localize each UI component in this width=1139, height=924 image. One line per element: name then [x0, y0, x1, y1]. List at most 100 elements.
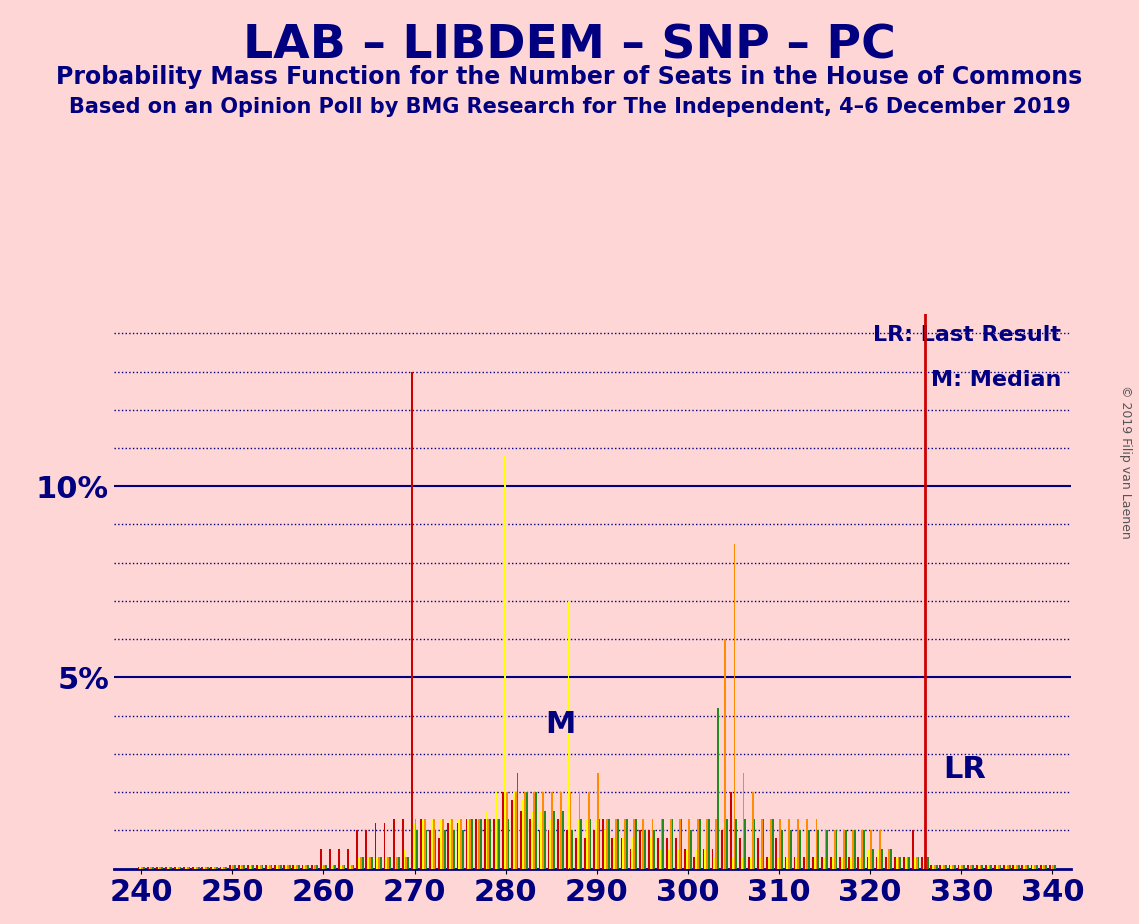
Bar	[433, 819, 435, 869]
Bar	[745, 819, 746, 869]
Bar	[597, 773, 599, 869]
Bar	[904, 857, 907, 869]
Bar	[759, 857, 761, 869]
Bar	[822, 857, 825, 869]
Bar	[688, 819, 690, 869]
Bar	[551, 792, 554, 869]
Bar	[800, 831, 801, 869]
Bar	[795, 857, 797, 869]
Bar	[850, 857, 852, 869]
Bar	[448, 822, 449, 869]
Bar	[387, 857, 390, 869]
Text: LR: LR	[943, 756, 986, 784]
Bar	[415, 819, 417, 869]
Bar	[704, 849, 706, 869]
Bar	[256, 865, 257, 869]
Bar	[467, 819, 469, 869]
Bar	[636, 819, 637, 869]
Bar	[1032, 865, 1034, 869]
Bar	[314, 865, 317, 869]
Bar	[757, 838, 759, 869]
Bar	[405, 857, 408, 869]
Bar	[238, 865, 239, 869]
Bar	[998, 865, 1000, 869]
Bar	[576, 819, 579, 869]
Bar	[968, 865, 970, 869]
Bar	[870, 831, 872, 869]
Bar	[679, 819, 681, 869]
Bar	[257, 865, 260, 869]
Bar	[451, 819, 453, 869]
Bar	[624, 819, 626, 869]
Bar	[494, 792, 497, 869]
Bar	[663, 819, 664, 869]
Bar	[593, 831, 595, 869]
Bar	[192, 867, 194, 869]
Bar	[323, 865, 326, 869]
Bar	[317, 865, 318, 869]
Bar	[511, 800, 513, 869]
Bar	[362, 857, 363, 869]
Bar	[909, 857, 910, 869]
Bar	[654, 831, 655, 869]
Bar	[652, 819, 654, 869]
Bar	[1005, 865, 1007, 869]
Bar	[921, 857, 923, 869]
Bar	[435, 831, 436, 869]
Bar	[189, 867, 190, 869]
Bar	[991, 865, 992, 869]
Bar	[891, 849, 892, 869]
Bar	[995, 865, 998, 869]
Bar	[203, 867, 205, 869]
Bar	[961, 865, 964, 869]
Bar	[898, 857, 900, 869]
Bar	[797, 819, 800, 869]
Bar	[567, 601, 570, 869]
Bar	[421, 819, 424, 869]
Bar	[522, 800, 524, 869]
Bar	[369, 857, 371, 869]
Bar	[429, 831, 431, 869]
Bar	[913, 857, 916, 869]
Text: © 2019 Filip van Laenen: © 2019 Filip van Laenen	[1118, 385, 1132, 539]
Bar	[785, 857, 786, 869]
Bar	[615, 819, 617, 869]
Bar	[631, 838, 633, 869]
Bar	[703, 849, 704, 869]
Bar	[367, 857, 369, 869]
Bar	[557, 819, 558, 869]
Bar	[604, 831, 606, 869]
Bar	[453, 831, 454, 869]
Bar	[579, 792, 581, 869]
Bar	[460, 819, 462, 869]
Bar	[612, 838, 613, 869]
Bar	[230, 865, 232, 869]
Bar	[150, 867, 153, 869]
Bar	[287, 865, 289, 869]
Bar	[952, 865, 954, 869]
Bar	[690, 831, 691, 869]
Bar	[781, 831, 782, 869]
Bar	[895, 857, 898, 869]
Bar	[861, 831, 863, 869]
Bar	[964, 865, 965, 869]
Bar	[739, 838, 740, 869]
Bar	[786, 857, 788, 869]
Bar	[1052, 865, 1055, 869]
Bar	[925, 857, 927, 869]
Bar	[954, 865, 956, 869]
Bar	[180, 867, 181, 869]
Bar	[399, 857, 400, 869]
Bar	[375, 822, 376, 869]
Bar	[804, 857, 806, 869]
Bar	[722, 857, 724, 869]
Bar	[1018, 865, 1019, 869]
Bar	[476, 819, 478, 869]
Bar	[269, 865, 271, 869]
Bar	[936, 865, 937, 869]
Bar	[761, 819, 763, 869]
Bar	[943, 865, 945, 869]
Bar	[1009, 865, 1010, 869]
Bar	[147, 867, 148, 869]
Bar	[959, 865, 961, 869]
